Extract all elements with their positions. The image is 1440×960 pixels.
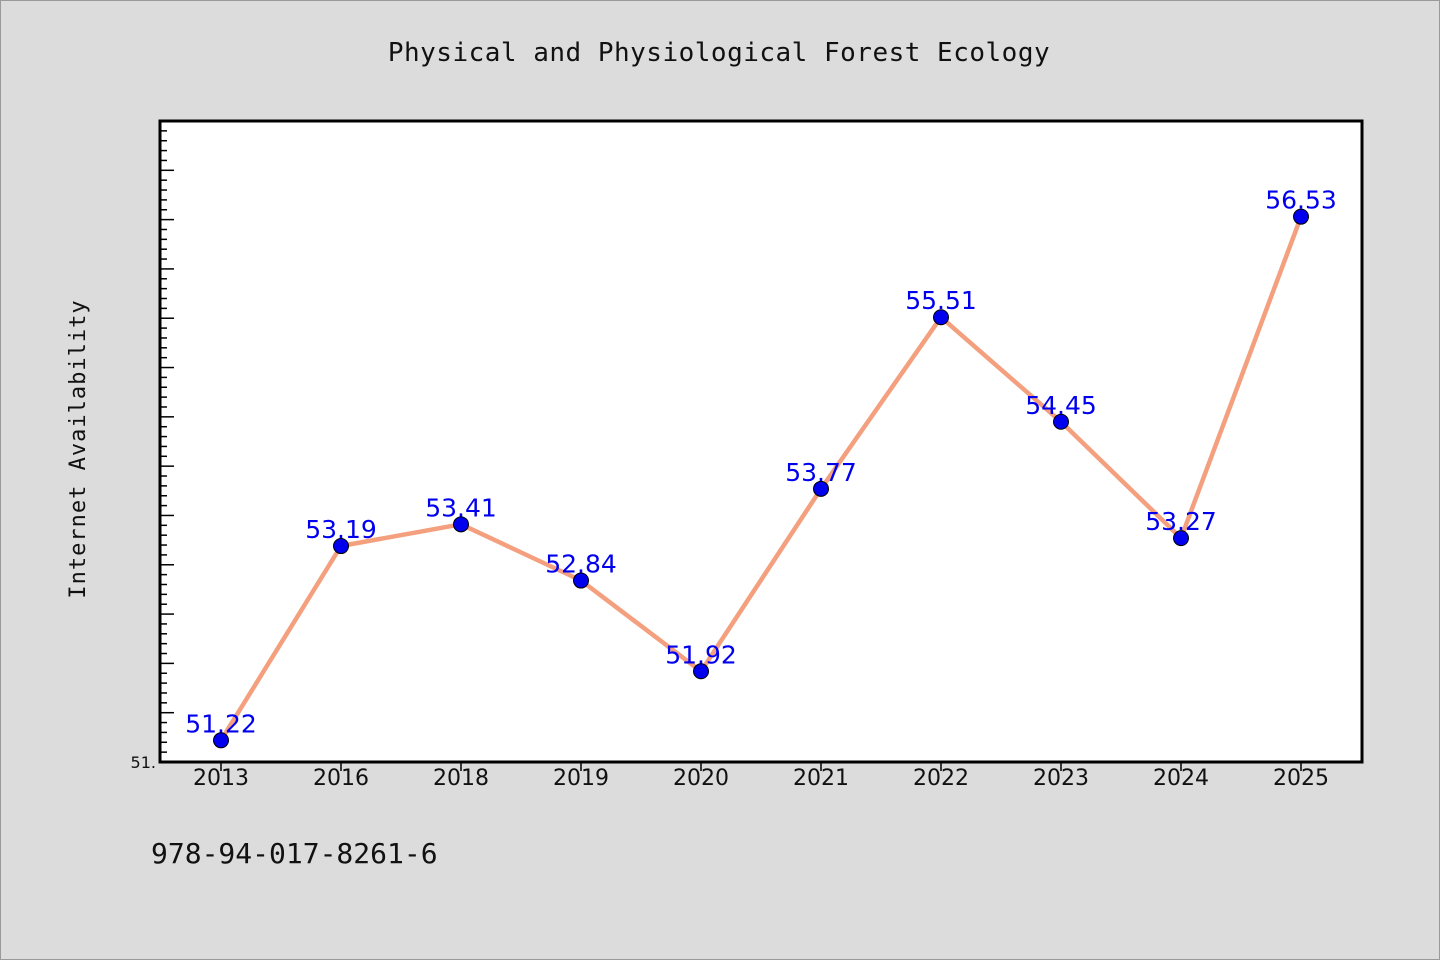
data-label: 53.77 [785,458,857,487]
data-markers [213,208,1309,749]
data-point [693,663,709,680]
data-label: 53.19 [305,515,377,544]
data-label: 55.51 [905,286,977,315]
data-labels: 51.22 53.19 53.41 52.84 51.92 53.77 55.51 54.45… [185,186,1337,739]
data-label: 51.22 [185,709,257,738]
data-label: 52.84 [545,550,617,579]
data-label: 53.41 [425,493,497,522]
data-point [1293,208,1309,225]
y-axis-ticks: 51. [131,130,174,772]
x-axis-ticks: 2013 2016 2018 2019 2020 2021 2022 2023 2024 2025 [193,762,1329,791]
data-label: 51.92 [665,640,737,669]
footer-isbn: 978-94-017-8261-6 [151,837,438,870]
series-lines [218,214,1304,743]
data-point [1053,413,1069,430]
data-point [933,309,949,326]
y-tick-label: 51. [131,753,156,772]
x-tick-label: 2022 [913,766,969,791]
data-point [1173,530,1189,547]
data-point [813,480,829,497]
data-point [333,538,349,555]
data-label: 54.45 [1025,391,1097,420]
series-line [218,214,1304,743]
x-tick-label: 2025 [1273,766,1329,791]
x-tick-label: 2024 [1153,766,1209,791]
x-tick-label: 2016 [313,766,369,791]
chart-title: Physical and Physiological Forest Ecolog… [388,38,1050,68]
y-axis-label: Internet Availability [66,299,91,598]
x-tick-label: 2013 [193,766,249,791]
data-label: 56.53 [1265,186,1337,215]
data-point [453,516,469,533]
x-tick-label: 2019 [553,766,609,791]
x-tick-label: 2020 [673,766,729,791]
x-tick-label: 2021 [793,766,849,791]
x-tick-label: 2023 [1033,766,1089,791]
data-point [573,572,589,589]
x-tick-label: 2018 [433,766,489,791]
data-label: 53.27 [1145,507,1217,536]
plot-area [158,119,1364,764]
data-point [213,732,229,749]
